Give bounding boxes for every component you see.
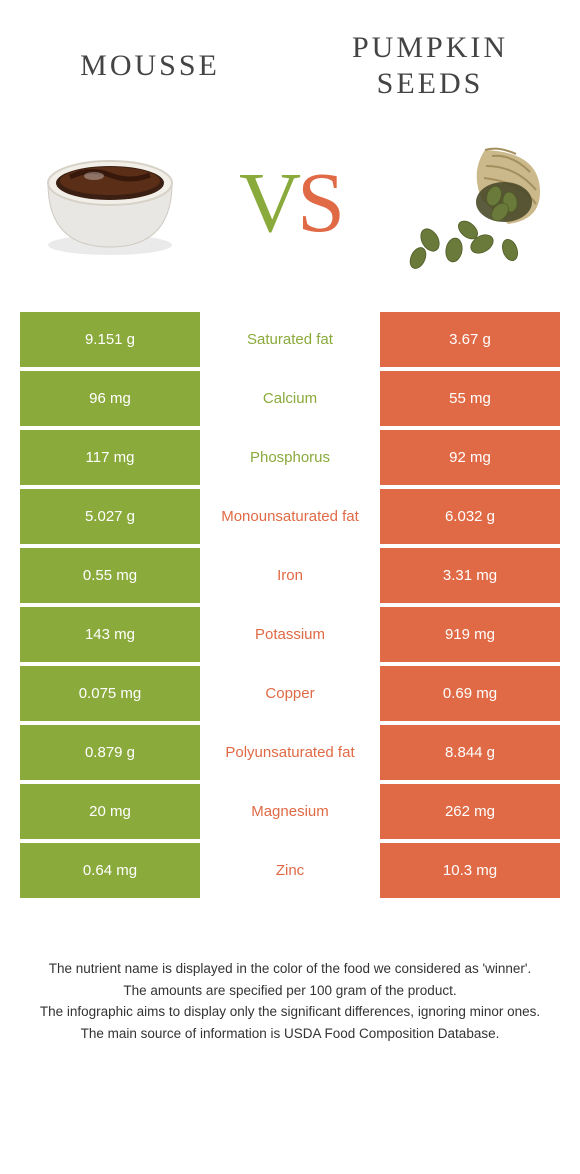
cell-left: 0.879 g <box>20 725 200 780</box>
table-row: 0.075 mgCopper0.69 mg <box>20 666 560 721</box>
cell-label: Potassium <box>200 607 380 662</box>
table-row: 0.879 gPolyunsaturated fat8.844 g <box>20 725 560 780</box>
cell-right: 0.69 mg <box>380 666 560 721</box>
cell-left: 9.151 g <box>20 312 200 367</box>
cell-label: Phosphorus <box>200 430 380 485</box>
table-row: 96 mgCalcium55 mg <box>20 371 560 426</box>
vs-s: S <box>297 154 341 250</box>
cell-label: Polyunsaturated fat <box>200 725 380 780</box>
cell-label: Zinc <box>200 843 380 898</box>
cell-right: 8.844 g <box>380 725 560 780</box>
footer-line: The infographic aims to display only the… <box>38 1001 542 1023</box>
hero-row: VS <box>20 122 560 312</box>
table-row: 117 mgPhosphorus92 mg <box>20 430 560 485</box>
vs-v: V <box>239 154 297 250</box>
cell-right: 3.67 g <box>380 312 560 367</box>
cell-right: 262 mg <box>380 784 560 839</box>
cell-label: Monounsaturated fat <box>200 489 380 544</box>
mousse-image <box>30 122 190 282</box>
cell-left: 143 mg <box>20 607 200 662</box>
cell-left: 0.64 mg <box>20 843 200 898</box>
cell-label: Magnesium <box>200 784 380 839</box>
table-row: 0.55 mgIron3.31 mg <box>20 548 560 603</box>
table-row: 143 mgPotassium919 mg <box>20 607 560 662</box>
comparison-table: 9.151 gSaturated fat3.67 g96 mgCalcium55… <box>20 312 560 898</box>
cell-right: 6.032 g <box>380 489 560 544</box>
cell-left: 96 mg <box>20 371 200 426</box>
cell-right: 10.3 mg <box>380 843 560 898</box>
infographic-root: { "colors": { "green": "#8aaa3b", "orang… <box>0 0 580 1064</box>
cell-left: 5.027 g <box>20 489 200 544</box>
footer-notes: The nutrient name is displayed in the co… <box>20 958 560 1044</box>
table-row: 9.151 gSaturated fat3.67 g <box>20 312 560 367</box>
cell-right: 919 mg <box>380 607 560 662</box>
footer-line: The nutrient name is displayed in the co… <box>38 958 542 980</box>
title-left: Mousse <box>30 49 270 83</box>
cell-label: Copper <box>200 666 380 721</box>
cell-right: 3.31 mg <box>380 548 560 603</box>
cell-left: 117 mg <box>20 430 200 485</box>
cell-left: 0.075 mg <box>20 666 200 721</box>
header: Mousse Pumpkin seeds <box>20 30 560 102</box>
cell-left: 20 mg <box>20 784 200 839</box>
pumpkin-seeds-image <box>390 122 550 282</box>
table-row: 0.64 mgZinc10.3 mg <box>20 843 560 898</box>
cell-label: Calcium <box>200 371 380 426</box>
footer-line: The main source of information is USDA F… <box>38 1023 542 1045</box>
footer-line: The amounts are specified per 100 gram o… <box>38 980 542 1002</box>
cell-label: Iron <box>200 548 380 603</box>
cell-right: 55 mg <box>380 371 560 426</box>
table-row: 20 mgMagnesium262 mg <box>20 784 560 839</box>
table-row: 5.027 gMonounsaturated fat6.032 g <box>20 489 560 544</box>
cell-right: 92 mg <box>380 430 560 485</box>
title-right: Pumpkin seeds <box>310 30 550 102</box>
cell-left: 0.55 mg <box>20 548 200 603</box>
cell-label: Saturated fat <box>200 312 380 367</box>
vs-label: VS <box>239 152 341 252</box>
